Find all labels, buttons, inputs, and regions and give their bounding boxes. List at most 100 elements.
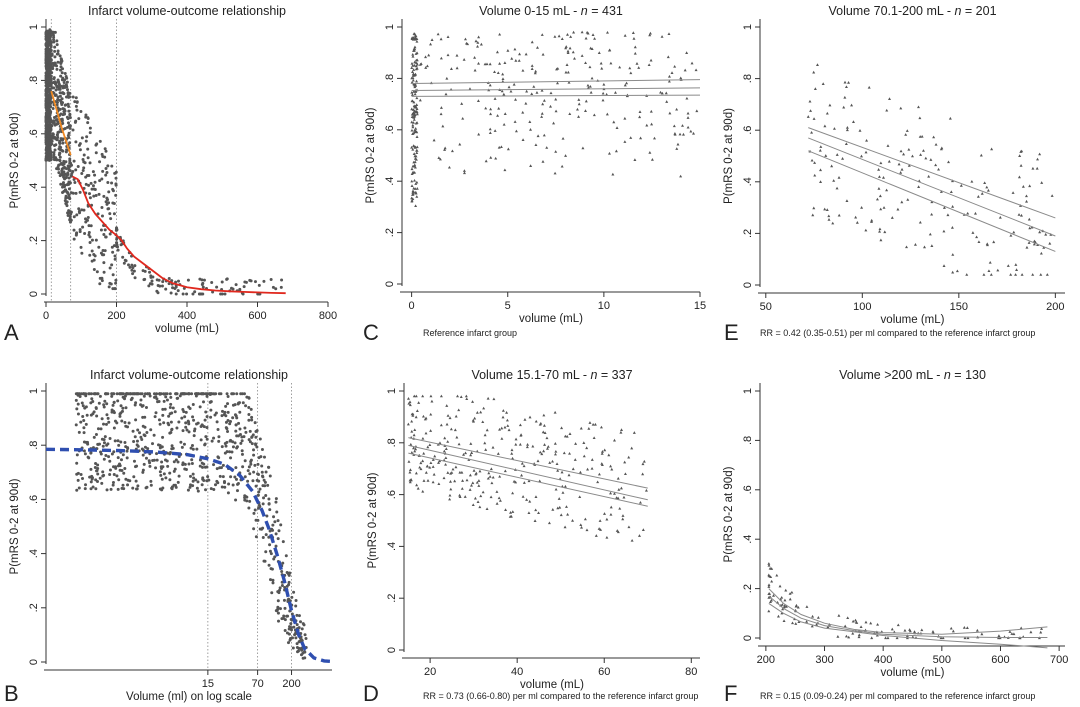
data-point xyxy=(885,188,889,192)
data-point xyxy=(500,426,504,430)
y-axis-label: P(mRS 0-2 at 90d) xyxy=(9,478,21,574)
data-point xyxy=(660,91,664,95)
data-point xyxy=(69,218,73,222)
data-point xyxy=(501,415,505,419)
data-point xyxy=(836,635,840,638)
data-point xyxy=(1045,273,1049,276)
data-point xyxy=(102,403,106,407)
data-point xyxy=(827,214,831,218)
data-point xyxy=(194,394,198,398)
data-point xyxy=(548,461,552,464)
data-point xyxy=(81,168,85,172)
data-point xyxy=(253,280,257,284)
data-point xyxy=(812,206,816,210)
data-point xyxy=(1020,273,1024,276)
data-point xyxy=(844,634,848,638)
data-point xyxy=(989,273,993,276)
data-point xyxy=(76,471,80,475)
data-point xyxy=(132,459,136,463)
data-point xyxy=(579,426,583,430)
data-point xyxy=(280,569,284,573)
data-point xyxy=(75,100,79,104)
data-point xyxy=(825,111,829,115)
data-point xyxy=(990,147,994,151)
data-point xyxy=(196,421,200,425)
data-point xyxy=(276,519,280,523)
data-point xyxy=(142,462,146,466)
data-point xyxy=(170,411,174,415)
data-point xyxy=(96,427,100,431)
data-point xyxy=(225,450,229,454)
data-point xyxy=(433,454,437,458)
data-point xyxy=(200,483,204,487)
data-point xyxy=(600,450,604,453)
data-point xyxy=(52,76,56,80)
data-point xyxy=(192,476,196,480)
data-point xyxy=(614,149,618,153)
data-point xyxy=(556,506,560,510)
data-point xyxy=(429,412,433,416)
data-point xyxy=(47,88,51,92)
data-point xyxy=(942,206,946,209)
data-point xyxy=(187,462,191,466)
data-point xyxy=(496,71,500,75)
data-point xyxy=(895,636,899,640)
data-point xyxy=(813,87,817,90)
data-point xyxy=(411,123,415,127)
data-point xyxy=(85,135,89,139)
data-point xyxy=(98,476,102,480)
data-point xyxy=(456,394,460,398)
data-point xyxy=(772,594,776,597)
data-point xyxy=(512,82,516,86)
data-point xyxy=(84,405,88,409)
data-point xyxy=(261,474,265,478)
data-point xyxy=(970,179,974,183)
data-point xyxy=(263,480,267,484)
data-point xyxy=(78,148,82,152)
data-point xyxy=(489,495,493,499)
data-point xyxy=(428,443,432,447)
data-point xyxy=(609,491,613,495)
data-point xyxy=(91,170,95,174)
data-point xyxy=(94,406,98,410)
data-point xyxy=(182,442,186,446)
data-point xyxy=(476,41,480,44)
data-point xyxy=(98,160,102,164)
data-point xyxy=(860,206,864,209)
data-point xyxy=(88,131,92,135)
data-point xyxy=(205,479,209,483)
data-point xyxy=(115,421,119,425)
data-point xyxy=(556,469,560,472)
data-point xyxy=(244,494,248,498)
data-point xyxy=(449,67,453,71)
data-point xyxy=(638,110,642,113)
data-point xyxy=(152,433,156,437)
data-point xyxy=(45,146,49,150)
data-point xyxy=(902,152,906,156)
data-point xyxy=(605,92,609,96)
data-point xyxy=(55,117,59,121)
data-point xyxy=(67,109,71,113)
data-point xyxy=(68,124,72,128)
data-point xyxy=(883,230,887,234)
data-point xyxy=(481,490,485,494)
data-point xyxy=(483,62,487,66)
data-point xyxy=(592,113,596,117)
data-point xyxy=(250,415,254,419)
data-point xyxy=(485,428,489,432)
data-point xyxy=(665,100,669,103)
data-point xyxy=(124,259,128,263)
data-point xyxy=(904,133,908,136)
data-point xyxy=(522,464,526,468)
data-point xyxy=(235,489,239,493)
data-point xyxy=(541,102,545,106)
data-point xyxy=(479,42,483,46)
data-point xyxy=(113,287,117,291)
data-point xyxy=(297,649,301,653)
data-point xyxy=(86,147,90,151)
data-point xyxy=(1014,263,1018,266)
data-point xyxy=(120,419,124,423)
data-point xyxy=(412,152,416,155)
data-point xyxy=(93,187,97,191)
data-point xyxy=(291,646,295,650)
